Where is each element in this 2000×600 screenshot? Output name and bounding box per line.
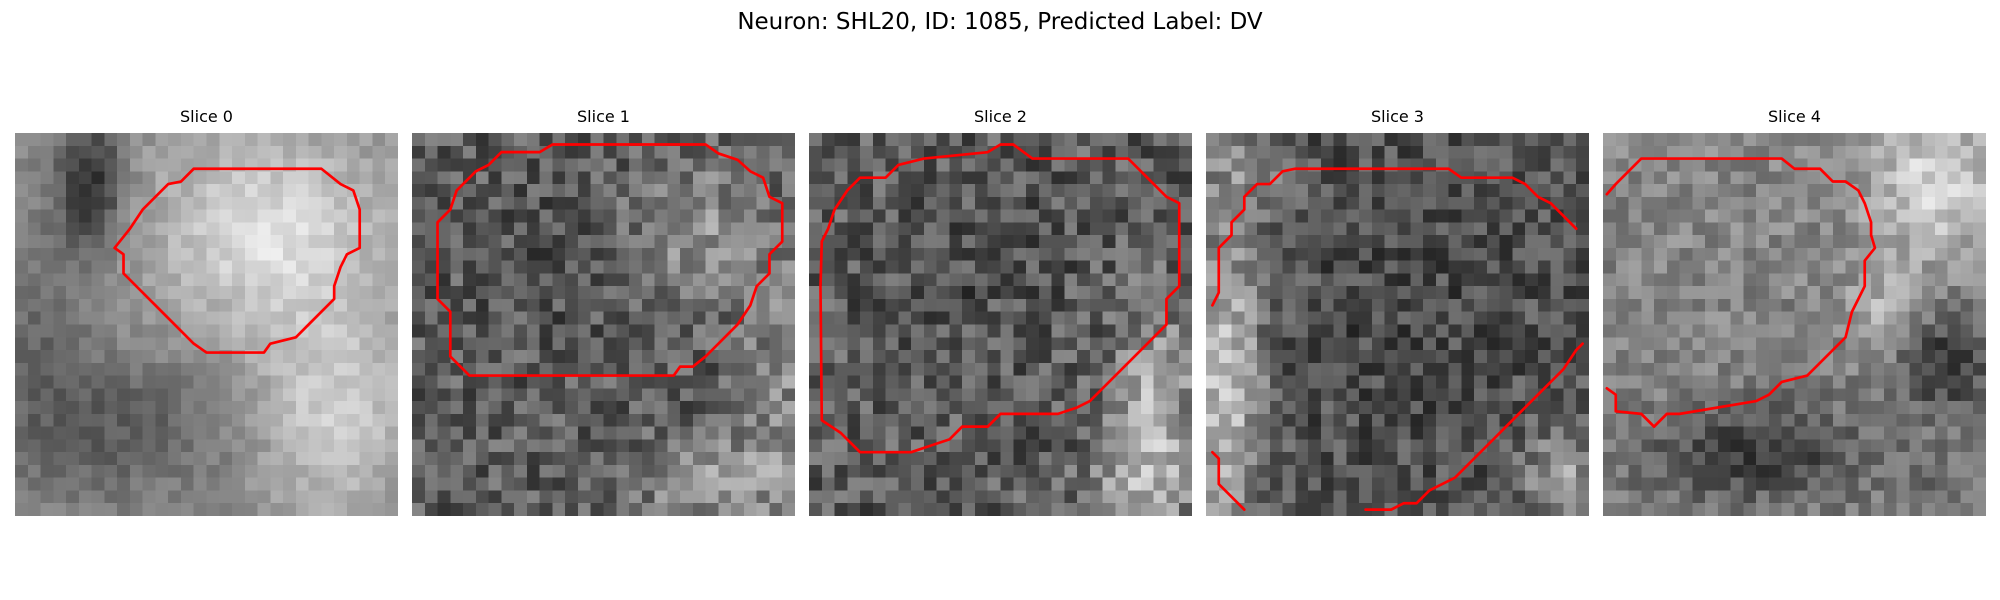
slice-image <box>809 133 1192 516</box>
pixel-grid <box>1206 133 1589 516</box>
roi-contour <box>1605 157 1877 428</box>
slice-image <box>15 133 398 516</box>
roi-contour <box>1364 342 1584 511</box>
slice-title: Slice 2 <box>974 107 1027 126</box>
slice-title: Slice 4 <box>1768 107 1821 126</box>
figure-title: Neuron: SHL20, ID: 1085, Predicted Label… <box>737 9 1263 35</box>
roi-contour <box>113 167 362 354</box>
slice-image <box>1206 133 1589 516</box>
pixel-grid <box>15 133 398 516</box>
slice-title: Slice 0 <box>180 107 233 126</box>
slice-image <box>1603 133 1986 516</box>
pixel-grid <box>809 133 1192 516</box>
slice-title: Slice 3 <box>1371 107 1424 126</box>
roi-contour <box>1211 450 1246 511</box>
roi-contour <box>1211 167 1578 307</box>
slice-title: Slice 1 <box>577 107 630 126</box>
pixel-grid <box>1603 133 1986 516</box>
slice-image <box>412 133 795 516</box>
roi-contour <box>436 143 784 377</box>
roi-contour <box>819 143 1181 454</box>
